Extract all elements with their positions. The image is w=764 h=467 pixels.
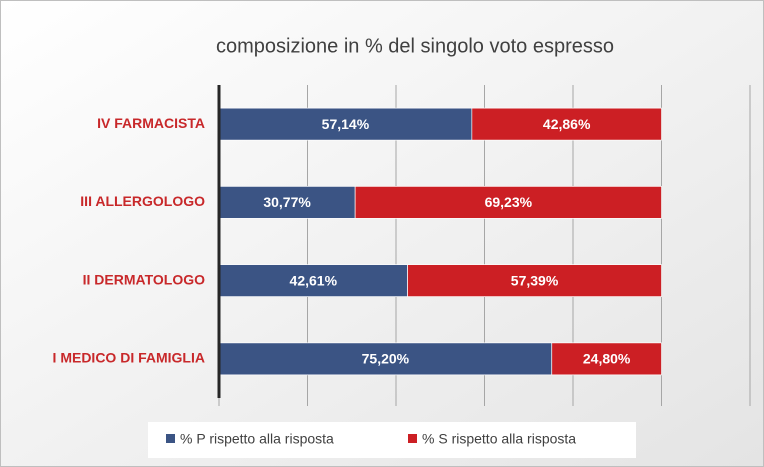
legend-label: % P rispetto alla risposta (180, 431, 334, 447)
value-label: 57,14% (322, 116, 370, 132)
bar-segment (407, 264, 662, 297)
legend-swatch (408, 434, 417, 443)
value-label: 75,20% (362, 351, 410, 367)
category-label: II DERMATOLOGO (83, 271, 205, 287)
value-label: 42,86% (543, 116, 591, 132)
bar-segment (471, 107, 662, 141)
bar-segment (218, 342, 553, 376)
value-label: 42,61% (290, 272, 338, 288)
value-label: 57,39% (511, 272, 559, 288)
legend-swatch (166, 434, 175, 443)
legend-box (148, 422, 636, 458)
chart-title: composizione in % del singolo voto espre… (216, 35, 614, 57)
value-label: 30,77% (263, 194, 311, 210)
bar-segment (551, 342, 662, 376)
value-label: 24,80% (583, 351, 631, 367)
category-label: I MEDICO DI FAMIGLIA (53, 350, 205, 366)
bar-segment (354, 186, 662, 219)
value-label: 69,23% (485, 194, 533, 210)
category-label: IV FARMACISTA (97, 115, 205, 131)
category-label: III ALLERGOLOGO (80, 193, 205, 209)
legend-label: % S rispetto alla risposta (422, 431, 576, 447)
